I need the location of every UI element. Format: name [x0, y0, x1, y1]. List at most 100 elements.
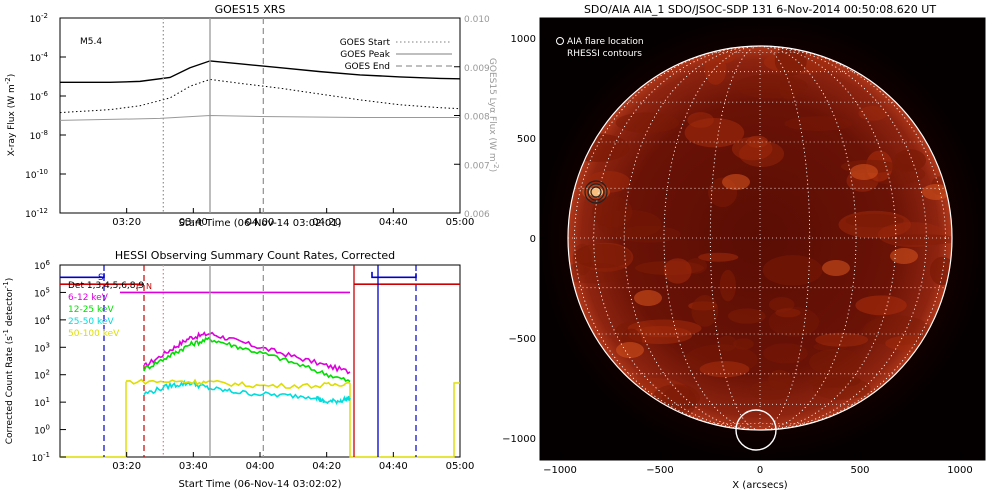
aia-y-tick-label: 1000 [511, 34, 536, 45]
sun-feature [775, 308, 801, 318]
hessi-flag-n: N [146, 282, 152, 291]
sun-feature [568, 262, 627, 284]
aia-y-tick-label: 0 [530, 234, 536, 245]
hessi-x-tick-label: 03:20 [112, 461, 141, 472]
hessi-y-axis-label: Corrected Count Rate (s-1 detector-1) [2, 278, 15, 445]
sun-active-region [616, 342, 644, 358]
goes-right-tick-label: 0.007 [464, 161, 490, 171]
rhessi-contour [590, 186, 602, 198]
goes-markers [162, 18, 264, 213]
hessi-y-label-close: ) [5, 278, 15, 282]
goes-x-axis-label: Start Time (06-Nov-14 03:02:01) [178, 218, 341, 229]
hessi-y-tick-label: 106 [34, 259, 50, 272]
sun-feature [768, 369, 792, 389]
goes-right-label-sup: -2 [492, 162, 500, 169]
aia-image [567, 45, 953, 451]
goes-y-label-close: ) [7, 74, 17, 78]
goes-legend-label: GOES Start [340, 38, 391, 48]
goes-right-tick-label: 0.006 [464, 210, 490, 220]
goes-y-tick-label: 10-4 [30, 51, 49, 64]
aia-x-ticks: −1000 −500 0 500 1000 [543, 454, 973, 476]
hessi-series-line-1 [143, 336, 351, 383]
sun-feature [628, 326, 693, 344]
sun-feature [733, 338, 754, 350]
sun-feature [815, 332, 869, 347]
goes-x-ticks: 03:20 03:40 04:00 04:20 04:40 05:00 [112, 208, 474, 228]
goes-x-tick-label: 03:20 [112, 217, 141, 228]
aia-title: SDO/AIA AIA_1 SDO/JSOC-SDP 131 6-Nov-201… [584, 3, 936, 16]
goes-y-tick-label: 10-2 [30, 12, 48, 25]
hessi-panel: HESSI Observing Summary Count Rates, Cor… [2, 249, 474, 490]
sun-meridian [574, 46, 946, 430]
hessi-y-tick-label: 102 [34, 369, 50, 382]
aia-x-axis-label: X (arcsecs) [732, 480, 788, 491]
aia-markers [584, 180, 777, 451]
aia-x-tick-label: 500 [850, 465, 869, 476]
hessi-legend-label: 6-12 keV [68, 293, 109, 303]
sun-feature [718, 335, 737, 351]
sun-feature [615, 112, 680, 133]
sun-feature [572, 243, 592, 276]
hessi-y-tick-label: 100 [34, 424, 50, 437]
hessi-x-tick-label: 05:00 [446, 461, 475, 472]
sun-feature [727, 308, 766, 324]
goes-x-tick-label: 04:20 [312, 217, 341, 228]
sun-feature [687, 112, 714, 128]
hessi-legend: Det 1,3,4,5,6,8,9 6-12 keV 12-25 keV 25-50 … [68, 281, 144, 339]
sun-active-region [634, 290, 662, 306]
sun-feature [663, 258, 692, 284]
sun-feature [858, 106, 888, 121]
goes-panel: GOES15 XRS 03:20 03:40 04:00 04:20 04:40 05:0… [4, 3, 500, 229]
sun-feature [691, 295, 719, 327]
hessi-x-tick-label: 04:20 [312, 461, 341, 472]
aia-x-tick-label: −500 [646, 465, 673, 476]
hessi-legend-label: 25-50 keV [68, 317, 114, 327]
hessi-flag-f: F [136, 284, 141, 293]
hessi-y-ticks: 106 105 104 103 102 101 100 10-1 [32, 259, 66, 464]
goes-right-tick-label: 0.010 [464, 15, 490, 25]
aia-legend-label: AIA flare location [567, 37, 644, 47]
hessi-lines [125, 331, 351, 406]
hessi-y-label-mid: detector [5, 288, 15, 329]
sun-feature [768, 297, 795, 312]
goes-y-tick-label: 10-12 [25, 207, 48, 220]
aia-x-tick-label: −1000 [543, 465, 577, 476]
hessi-y-tick-label: 104 [34, 314, 50, 327]
sun-feature [779, 77, 799, 100]
hessi-x-ticks: 03:20 03:40 04:00 04:20 04:40 05:00 [112, 452, 474, 472]
sun-feature [762, 255, 823, 286]
sun-feature [719, 269, 737, 302]
hessi-y-label-text: Corrected Count Rate (s [5, 336, 15, 445]
sun-feature [592, 195, 633, 228]
goes-right-tick-label: 0.008 [464, 113, 490, 123]
sun-feature [573, 243, 632, 269]
aia-plot-frame [539, 17, 986, 461]
sun-feature [855, 295, 907, 316]
goes-y-axis-label: X-ray Flux (W m-2) [4, 74, 17, 156]
goes-x-tick-label: 04:00 [246, 217, 275, 228]
hessi-x-tick-label: 04:00 [246, 461, 275, 472]
hessi-plot-frame [59, 264, 461, 458]
hessi-y-tick-label: 103 [34, 341, 50, 354]
aia-y-tick-label: 500 [517, 134, 536, 145]
sun-feature [735, 74, 808, 99]
hessi-y-tick-label: 10-1 [32, 451, 50, 464]
aia-x-tick-label: 1000 [947, 465, 972, 476]
hessi-x-axis-label: Start Time (06-Nov-14 03:02:02) [178, 479, 341, 490]
goes-plot-frame [59, 17, 461, 214]
goes-y-tick-label: 10-10 [25, 168, 48, 181]
goes-series-line-2 [59, 114, 460, 121]
sun-feature [807, 373, 861, 388]
goes-y-label-text: X-ray Flux (W m [7, 84, 17, 156]
rhessi-contour [584, 180, 608, 204]
aia-y-ticks: 1000 500 0 −500 −1000 [502, 34, 546, 445]
sun-feature [813, 377, 871, 400]
hessi-series-line-3 [125, 378, 351, 390]
goes-y-tick-label: 10-6 [30, 90, 49, 103]
aia-legend-marker [556, 37, 564, 45]
sun-feature [877, 222, 947, 248]
goes-right-ticks: 0.010 0.009 0.008 0.007 0.006 [454, 15, 490, 220]
goes-series-line-0 [60, 60, 461, 84]
aia-x-tick-label: 0 [757, 465, 763, 476]
